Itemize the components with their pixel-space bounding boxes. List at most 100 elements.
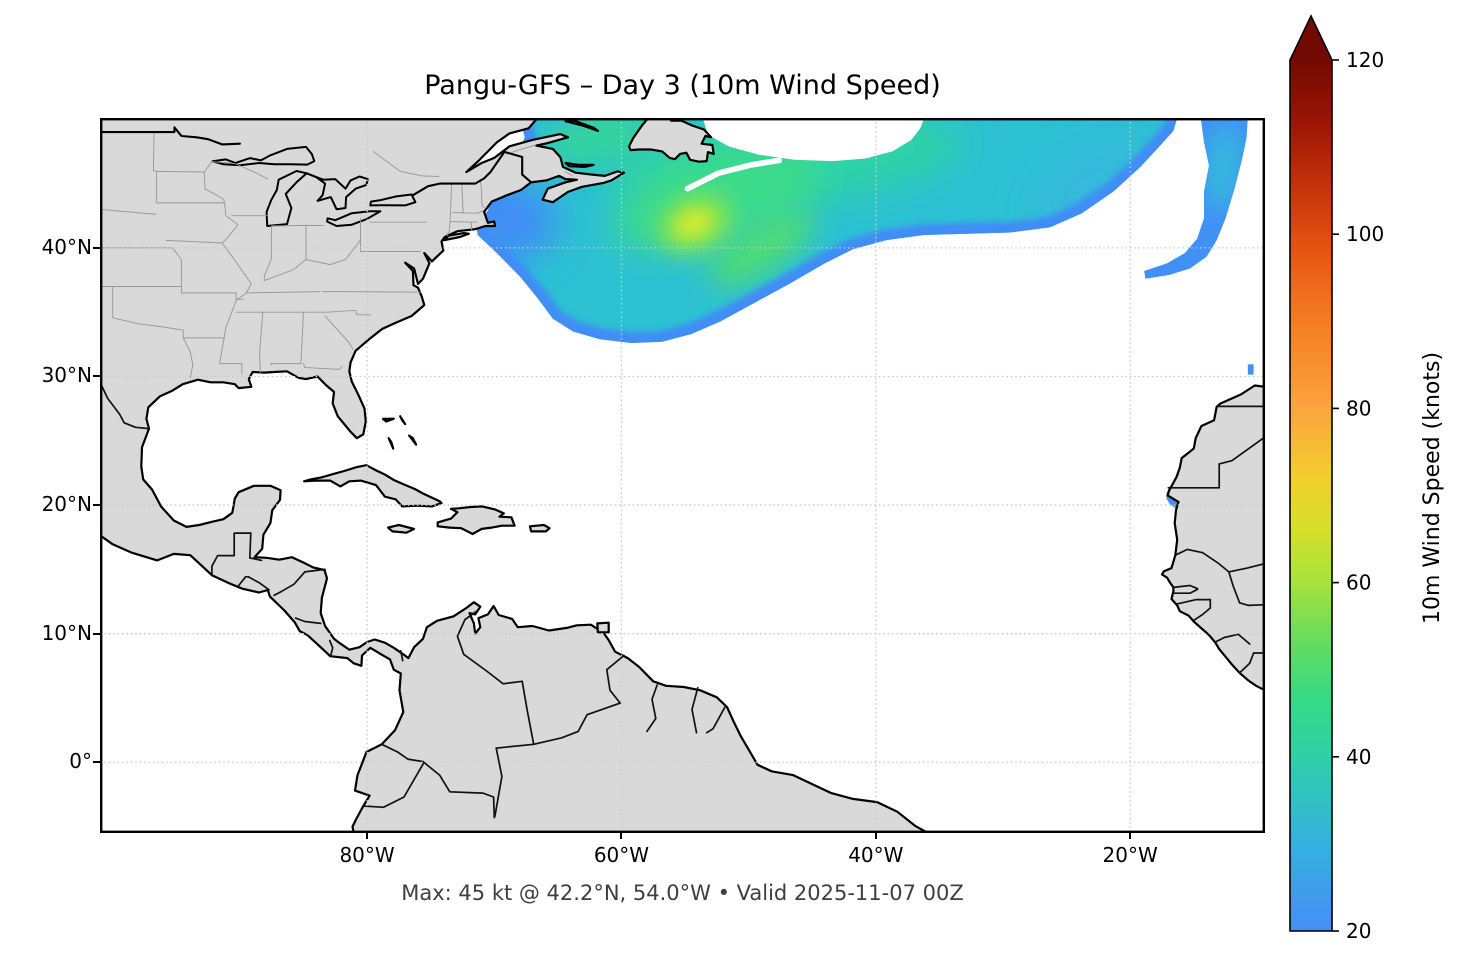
y-tick-label: 10°N	[41, 620, 92, 645]
country-border	[98, 126, 241, 146]
country-border	[1172, 584, 1199, 590]
map-frame	[100, 118, 1265, 833]
x-tick-label: 60°W	[593, 843, 650, 867]
country-border	[1227, 562, 1266, 573]
map-canvas	[98, 116, 1267, 835]
land-andros	[387, 437, 395, 450]
state-border	[480, 179, 485, 209]
country-border	[494, 743, 535, 818]
country-border	[273, 568, 326, 597]
state-border	[564, 170, 573, 177]
state-border	[322, 291, 421, 293]
x-tick-label: 80°W	[339, 843, 395, 867]
x-tick-mark	[874, 833, 877, 839]
country-border	[1238, 652, 1266, 674]
state-border	[172, 247, 182, 294]
y-tick-label: 0°	[69, 749, 92, 774]
country-border	[1214, 633, 1251, 645]
land-longisland	[442, 232, 470, 242]
state-border	[180, 292, 245, 300]
country-border	[456, 609, 535, 746]
colorbar-tick-label: 20	[1346, 919, 1371, 943]
country-border	[248, 532, 252, 559]
country-border	[646, 684, 658, 733]
state-border	[112, 286, 194, 379]
morocco-dot	[1247, 364, 1254, 375]
country-border	[362, 762, 425, 809]
y-tick-mark	[93, 632, 100, 635]
y-tick-mark	[93, 761, 100, 764]
land-anticosti	[564, 120, 599, 132]
land-africa	[1160, 384, 1267, 692]
country-border	[328, 639, 334, 657]
state-border	[259, 311, 264, 374]
land-jamaica	[387, 523, 416, 534]
y-tick-mark	[93, 246, 100, 249]
state-border	[99, 208, 157, 215]
state-border	[461, 183, 464, 214]
country-border	[422, 760, 496, 819]
country-border	[1174, 548, 1230, 573]
state-border	[305, 239, 361, 266]
colorbar-tick-label: 40	[1346, 745, 1371, 769]
lake	[369, 193, 417, 207]
country-border	[294, 617, 322, 625]
colorbar-tick-label: 60	[1346, 571, 1371, 595]
land-eleuthera	[408, 434, 418, 446]
state-border	[360, 217, 421, 252]
country-border	[99, 381, 150, 430]
state-border	[462, 210, 484, 214]
state-border	[263, 225, 272, 282]
x-tick-label: 20°W	[1102, 843, 1158, 867]
x-tick-mark	[620, 833, 623, 839]
colorbar-tick-label: 120	[1346, 48, 1384, 72]
chart-title: Pangu-GFS – Day 3 (10m Wind Speed)	[424, 70, 941, 101]
country-border	[1192, 598, 1212, 622]
state-border	[156, 170, 226, 204]
state-border	[245, 291, 321, 294]
lake	[265, 170, 308, 227]
country-border	[1227, 571, 1241, 604]
country-border	[1175, 598, 1212, 605]
state-border	[234, 163, 269, 180]
land-puertorico	[528, 523, 551, 533]
state-border	[269, 311, 304, 366]
state-border	[372, 150, 440, 177]
country-border	[1173, 588, 1199, 595]
country-border	[691, 686, 699, 734]
colorbar-axis-label: 10m Wind Speed (knots)	[1420, 351, 1445, 625]
state-border	[324, 315, 354, 350]
y-tick-mark	[93, 375, 100, 378]
lake	[305, 172, 369, 211]
x-tick-mark	[1129, 833, 1132, 839]
colorbar: 20 40 60 80 100 120	[1289, 14, 1384, 943]
state-border	[219, 363, 243, 375]
land-newfoundland	[628, 116, 715, 163]
colorbar-tick-label: 80	[1346, 396, 1371, 420]
land-pei	[564, 161, 595, 168]
state-border	[303, 363, 343, 370]
country-border	[237, 575, 250, 587]
caption: Max: 45 kt @ 42.2°N, 54.0°W • Valid 2025…	[401, 881, 964, 905]
colorbar-tick-label: 100	[1346, 222, 1384, 246]
state-border	[263, 259, 307, 282]
land-hispaniola	[436, 505, 516, 536]
y-tick-label: 20°N	[41, 492, 92, 517]
land-cuba	[303, 464, 443, 508]
country-border	[1167, 436, 1266, 489]
gridlines	[100, 118, 1265, 833]
country-border	[605, 654, 625, 704]
y-tick-label: 40°N	[41, 234, 92, 259]
x-tick-mark	[366, 833, 369, 839]
map-panel	[98, 116, 1267, 835]
country-border	[380, 743, 424, 763]
country-border	[532, 702, 622, 746]
state-border	[311, 309, 372, 316]
land-gbahama	[381, 417, 395, 423]
country-border	[399, 649, 404, 662]
lake	[211, 145, 316, 167]
state-border	[203, 161, 233, 173]
state-border	[166, 239, 223, 244]
x-tick-label: 40°W	[848, 843, 904, 867]
